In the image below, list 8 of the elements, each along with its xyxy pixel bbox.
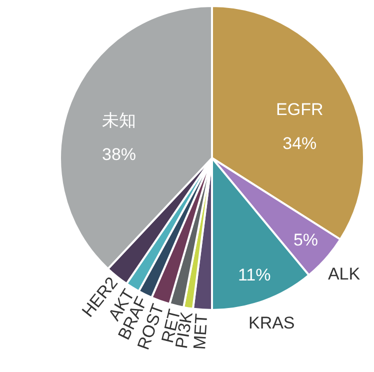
data-label: 34% [282,134,317,153]
slice-label: EGFR [276,100,324,119]
slice-label: ALK [328,264,361,284]
data-label: 5% [293,230,318,250]
slice-label: 未知 [102,111,136,130]
data-label: 11% [238,266,271,285]
data-label: 38% [102,145,136,164]
slice-label: KRAS [248,314,295,333]
